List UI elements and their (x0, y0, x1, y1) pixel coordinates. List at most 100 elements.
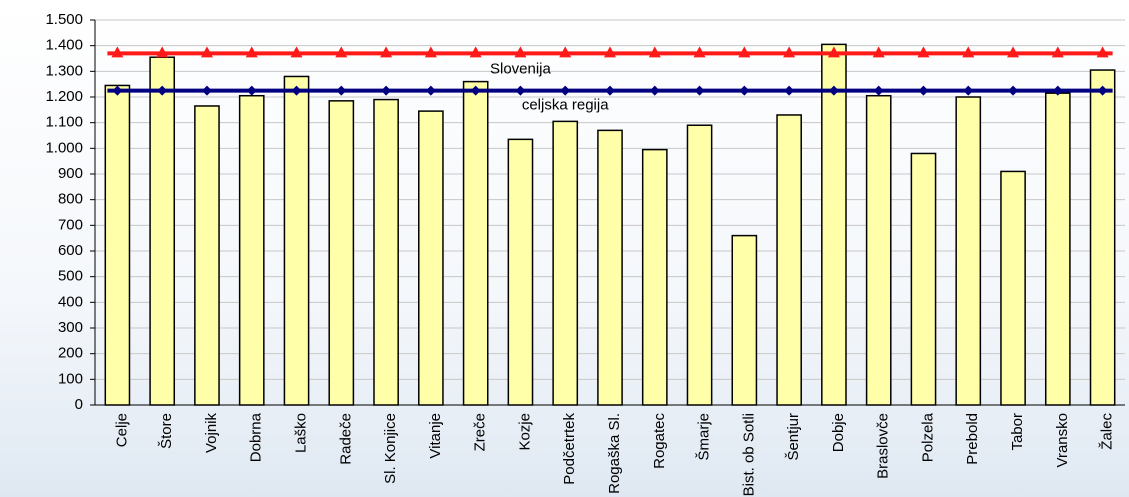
x-tick-label: Tabor (1009, 413, 1026, 451)
x-tick-label: Žalec (1099, 413, 1116, 450)
y-tick-label: 700 (58, 216, 83, 233)
y-tick-label: 600 (58, 242, 83, 259)
x-tick-label: Celje (113, 413, 130, 447)
y-tick-label: 1.000 (45, 139, 83, 156)
marker (918, 85, 929, 96)
bar (955, 96, 982, 406)
marker (560, 85, 571, 96)
bar (731, 234, 758, 406)
bar (194, 105, 220, 406)
x-tick-label: Rogatec (651, 413, 668, 469)
bar (821, 43, 847, 406)
y-tick-label: 1.100 (45, 114, 83, 131)
y-tick-label: 1.300 (45, 62, 83, 79)
marker (290, 46, 303, 58)
y-tick-label: 100 (58, 370, 83, 387)
marker (784, 85, 795, 96)
x-tick-label: Štore (158, 413, 175, 449)
bar (104, 84, 131, 406)
x-tick-label: Vitanje (427, 413, 444, 459)
marker (1096, 46, 1109, 58)
bar (686, 124, 713, 406)
marker (828, 85, 839, 96)
marker (559, 46, 572, 58)
marker (783, 46, 796, 58)
marker (200, 46, 213, 58)
bar (597, 129, 623, 406)
x-tick-label: Podčetrtek (561, 413, 578, 485)
x-tick-label: Vojnik (203, 413, 220, 454)
x-tick-label: Laško (292, 413, 309, 453)
marker (112, 85, 123, 96)
marker (335, 46, 348, 58)
y-tick-label: 500 (58, 268, 83, 285)
x-tick-label: Sl. Konjice (382, 413, 399, 484)
marker (962, 46, 975, 58)
bar (283, 75, 310, 406)
marker (380, 46, 393, 58)
bar (373, 98, 399, 406)
marker (693, 46, 706, 58)
marker (872, 46, 885, 58)
x-tick-label: Vransko (1054, 413, 1071, 467)
bar (1089, 69, 1116, 406)
x-tick-label: Bist. ob Sotli (740, 413, 757, 496)
marker (156, 46, 169, 58)
marker (425, 85, 436, 96)
marker (1097, 85, 1108, 96)
x-tick-label: Radeče (337, 413, 354, 465)
marker (111, 46, 124, 58)
bar (1000, 170, 1026, 406)
marker (1051, 46, 1064, 58)
y-tick-label: 200 (58, 345, 83, 362)
marker (1008, 85, 1019, 96)
marker (470, 85, 481, 96)
bar (238, 94, 265, 406)
x-tick-label: Šmarje (696, 413, 713, 461)
bar (462, 80, 489, 406)
marker (873, 85, 884, 96)
y-tick-label: 300 (58, 319, 83, 336)
marker (648, 46, 661, 58)
marker (515, 85, 526, 96)
marker (739, 85, 750, 96)
bar (418, 110, 444, 406)
bar (641, 148, 668, 406)
series-label: celjska regija (522, 97, 609, 114)
marker (424, 46, 437, 58)
marker (157, 85, 168, 96)
x-tick-label: Prebold (964, 413, 981, 465)
x-tick-label: Rogaška Sl. (606, 413, 623, 494)
x-tick-label: Kozje (516, 413, 533, 451)
marker (336, 85, 347, 96)
y-tick-label: 1.500 (45, 11, 83, 28)
bar (865, 94, 892, 406)
y-tick-label: 400 (58, 293, 83, 310)
marker (827, 46, 840, 58)
marker (649, 85, 660, 96)
marker (604, 46, 616, 58)
x-tick-label: Zreče (472, 413, 489, 451)
marker (381, 85, 392, 96)
marker (1052, 85, 1063, 96)
marker (245, 46, 258, 58)
marker (738, 46, 751, 58)
x-tick-label: Braslovče (875, 413, 892, 479)
bar (328, 100, 355, 406)
x-tick-label: Polzela (919, 412, 936, 462)
x-tick-label: Dobrna (248, 412, 265, 462)
y-tick-label: 1.200 (45, 88, 83, 105)
marker (469, 46, 482, 58)
y-tick-label: 900 (58, 165, 83, 182)
bar (507, 138, 534, 406)
y-tick-label: 800 (58, 191, 83, 208)
series-label: Slovenija (490, 60, 552, 77)
x-tick-label: Šentjur (785, 413, 802, 461)
marker (201, 85, 212, 96)
marker (694, 85, 705, 96)
bar (910, 152, 937, 406)
bar (1044, 92, 1071, 406)
x-tick-label: Dobje (830, 413, 847, 452)
marker (246, 85, 257, 96)
